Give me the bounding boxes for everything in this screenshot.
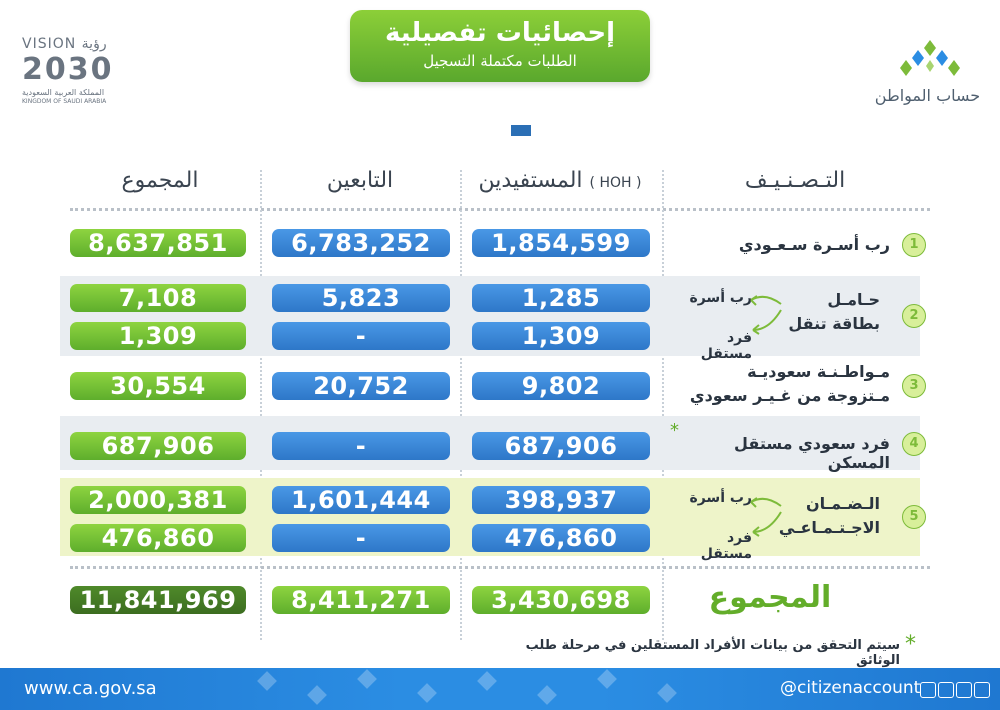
row-sub-label: فرد مستقل [700, 530, 752, 562]
header-banner: إحصائيات تفصيلية الطلبات مكتملة التسجيل [350, 10, 650, 82]
value-dependents: 6,783,252 [272, 229, 450, 257]
vision-label: VISION رؤية [22, 36, 107, 52]
value-dependents: 1,601,444 [272, 486, 450, 514]
header-total: المجموع [121, 168, 199, 193]
row-sub-label: رب أسرة [689, 490, 752, 506]
page-title: إحصائيات تفصيلية [384, 18, 616, 48]
vision-number: 2030 [22, 52, 114, 87]
row-label: فرد سعودي مستقل المسكن [734, 434, 890, 472]
row-label-line2: مـتزوجة من غـيـر سعودي [689, 386, 890, 405]
vision-sub-ar: المملكة العربية السعودية [22, 88, 105, 97]
grand-total: 11,841,969 [70, 586, 246, 614]
value-beneficiaries: 398,937 [472, 486, 650, 514]
instagram-icon[interactable] [956, 682, 972, 698]
decorative-mark [511, 125, 531, 136]
value-beneficiaries: 1,854,599 [472, 229, 650, 257]
value-total: 8,637,851 [70, 229, 246, 257]
totals-label: المجموع [708, 580, 832, 615]
value-beneficiaries: 687,906 [472, 432, 650, 460]
header-hoh-tag: ( HOH ) [589, 175, 642, 191]
asterisk-mark: * [670, 420, 679, 441]
row-number-badge: 3 [902, 374, 926, 398]
total-dependents: 8,411,271 [272, 586, 450, 614]
column-separator [662, 170, 664, 640]
row-label-line2: الاجـتـمـاعـي [778, 518, 880, 537]
citizen-account-logo: حساب المواطن [870, 38, 985, 108]
value-total: 30,554 [70, 372, 246, 400]
header-dependents: التابعين [326, 168, 394, 193]
row-label-line1: حـامـل [827, 290, 880, 309]
row-number-badge: 5 [902, 505, 926, 529]
value-total: 476,860 [70, 524, 246, 552]
value-beneficiaries: 1,309 [472, 322, 650, 350]
column-separator [260, 170, 262, 640]
branch-arrow-icon [750, 295, 782, 335]
header-divider [70, 208, 930, 211]
value-dependents: - [272, 432, 450, 460]
header-beneficiaries-label: المستفيدين [478, 168, 583, 193]
footer-bar: www.ca.gov.sa @citizenaccount [0, 668, 1000, 710]
row-label-line1: الـضـمـان [805, 494, 880, 513]
citizen-account-label: حساب المواطن [874, 86, 981, 105]
vision-2030-logo: VISION رؤية 2030 المملكة العربية السعودي… [20, 32, 130, 105]
row-sub-label: رب أسرة [689, 290, 752, 306]
branch-arrow-icon [750, 497, 782, 537]
footnote: سيتم التحقق من بيانات الأفراد المستقلين … [525, 638, 900, 668]
value-beneficiaries: 1,285 [472, 284, 650, 312]
row-label: رب أسـرة سـعـودي [738, 235, 890, 254]
value-dependents: 20,752 [272, 372, 450, 400]
header-beneficiaries: المستفيدين ( HOH ) [470, 168, 650, 198]
value-beneficiaries: 476,860 [472, 524, 650, 552]
row-sub-label: فرد مستقل [700, 330, 752, 362]
row-label-line2: بطاقة تنقل [788, 314, 880, 333]
footnote-asterisk: * [905, 632, 916, 657]
vision-sub-en: KINGDOM OF SAUDI ARABIA [22, 98, 107, 105]
citizen-account-mark-icon [900, 40, 960, 76]
website-link[interactable]: www.ca.gov.sa [24, 678, 157, 699]
row-number-badge: 2 [902, 304, 926, 328]
totals-divider [70, 566, 930, 569]
value-total: 1,309 [70, 322, 246, 350]
row-label-line1: مـواطـنـة سعوديـة [747, 362, 890, 381]
facebook-icon[interactable] [974, 682, 990, 698]
value-beneficiaries: 9,802 [472, 372, 650, 400]
total-beneficiaries: 3,430,698 [472, 586, 650, 614]
value-total: 7,108 [70, 284, 246, 312]
header-classification: التـصـنـيـف [744, 168, 846, 193]
row-number-badge: 1 [902, 233, 926, 257]
page-subtitle: الطلبات مكتملة التسجيل [423, 52, 577, 70]
footer-pattern-icon [257, 669, 677, 705]
youtube-icon[interactable] [938, 682, 954, 698]
value-dependents: - [272, 322, 450, 350]
twitter-icon[interactable] [920, 682, 936, 698]
value-dependents: - [272, 524, 450, 552]
value-dependents: 5,823 [272, 284, 450, 312]
social-handle[interactable]: @citizenaccount [780, 678, 921, 698]
row-number-badge: 4 [902, 432, 926, 456]
value-total: 2,000,381 [70, 486, 246, 514]
column-separator [460, 170, 462, 640]
value-total: 687,906 [70, 432, 246, 460]
